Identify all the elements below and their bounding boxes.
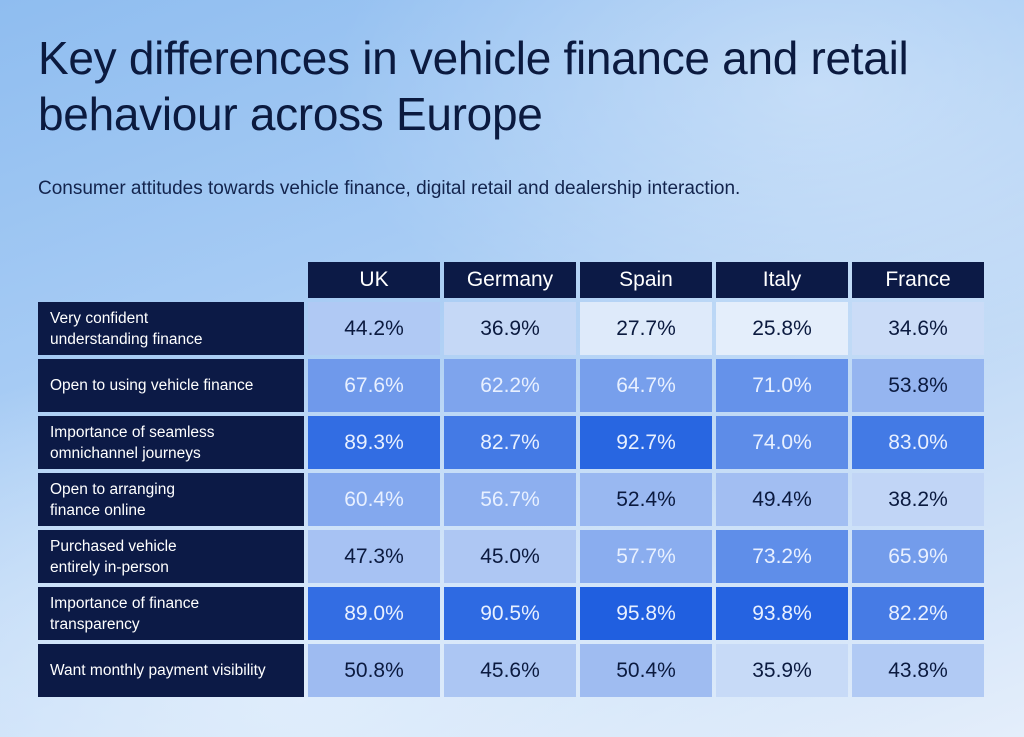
heatmap-cell: 49.4% <box>716 473 848 526</box>
heatmap-cell: 89.0% <box>308 587 440 640</box>
heatmap-cell: 93.8% <box>716 587 848 640</box>
heatmap-cell: 73.2% <box>716 530 848 583</box>
page-subtitle: Consumer attitudes towards vehicle finan… <box>38 178 741 199</box>
header-spacer <box>38 262 304 298</box>
column-header: France <box>852 262 984 298</box>
row-label: Importance of finance transparency <box>38 587 304 640</box>
page-title: Key differences in vehicle finance and r… <box>38 32 909 140</box>
heatmap-cell: 47.3% <box>308 530 440 583</box>
heatmap-cell: 82.2% <box>852 587 984 640</box>
heatmap-cell: 53.8% <box>852 359 984 412</box>
row-label: Want monthly payment visibility <box>38 644 304 697</box>
heatmap-cell: 95.8% <box>580 587 712 640</box>
heatmap-cell: 43.8% <box>852 644 984 697</box>
heatmap-cell: 74.0% <box>716 416 848 469</box>
row-label: Purchased vehicle entirely in-person <box>38 530 304 583</box>
heatmap-cell: 67.6% <box>308 359 440 412</box>
heatmap-cell: 25.8% <box>716 302 848 355</box>
heatmap-cell: 34.6% <box>852 302 984 355</box>
heatmap-cell: 89.3% <box>308 416 440 469</box>
row-label: Open to using vehicle finance <box>38 359 304 412</box>
heatmap-cell: 65.9% <box>852 530 984 583</box>
heatmap-cell: 71.0% <box>716 359 848 412</box>
heatmap-cell: 50.8% <box>308 644 440 697</box>
column-header: Spain <box>580 262 712 298</box>
heatmap-cell: 36.9% <box>444 302 576 355</box>
heatmap-table: UK Germany Spain Italy France Very confident … <box>38 262 984 697</box>
column-header: Italy <box>716 262 848 298</box>
heatmap-cell: 44.2% <box>308 302 440 355</box>
heatmap-cell: 38.2% <box>852 473 984 526</box>
heatmap-cell: 83.0% <box>852 416 984 469</box>
heatmap-cell: 57.7% <box>580 530 712 583</box>
heatmap-cell: 45.6% <box>444 644 576 697</box>
heatmap-cell: 52.4% <box>580 473 712 526</box>
heatmap-cell: 35.9% <box>716 644 848 697</box>
heatmap-cell: 92.7% <box>580 416 712 469</box>
heatmap-cell: 64.7% <box>580 359 712 412</box>
heatmap-cell: 50.4% <box>580 644 712 697</box>
heatmap-cell: 82.7% <box>444 416 576 469</box>
heatmap-cell: 60.4% <box>308 473 440 526</box>
heatmap-cell: 90.5% <box>444 587 576 640</box>
heatmap-cell: 56.7% <box>444 473 576 526</box>
heatmap-cell: 62.2% <box>444 359 576 412</box>
column-header: UK <box>308 262 440 298</box>
heatmap-cell: 45.0% <box>444 530 576 583</box>
row-label: Importance of seamless omnichannel journ… <box>38 416 304 469</box>
heatmap-cell: 27.7% <box>580 302 712 355</box>
row-label: Very confident understanding finance <box>38 302 304 355</box>
column-header: Germany <box>444 262 576 298</box>
row-label: Open to arranging finance online <box>38 473 304 526</box>
